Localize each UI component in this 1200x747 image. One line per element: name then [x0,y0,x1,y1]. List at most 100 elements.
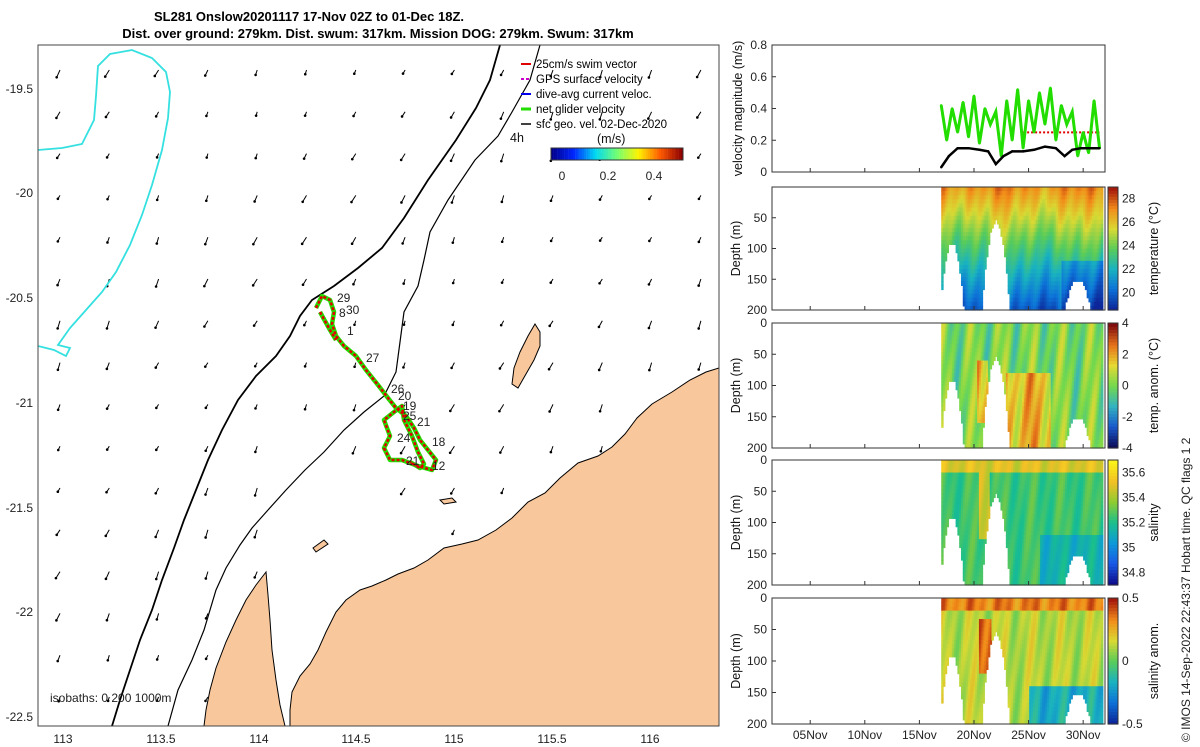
heatmap-cell [1011,439,1014,445]
heatmap-cell [1002,373,1005,378]
colorbar-cell [674,148,677,160]
heatmap-cell [1054,285,1057,291]
heatmap-cell [975,223,978,229]
heatmap-cell [943,228,946,233]
heatmap-cell [984,207,987,213]
heatmap-cell [977,301,980,307]
heatmap-cell [1045,373,1048,378]
map-legend: 25cm/s swim vector GPS surface velocity … [510,59,684,183]
colorbar-cell [643,148,646,160]
heatmap-cell [1079,264,1082,270]
heatmap-cell [1066,232,1070,237]
heatmap-cell [1043,289,1046,295]
heatmap-cell [1086,215,1090,221]
heatmap-cell [1066,364,1070,370]
heatmap-cell [1048,402,1052,407]
heatmap-cell [975,260,978,266]
heatmap-cell [1045,301,1048,307]
heatmap-cell [1031,381,1034,387]
heatmap-cell [964,195,967,200]
heatmap-cell [1023,232,1027,237]
heatmap-cell [1088,360,1091,366]
heatmap-cell [1025,215,1029,221]
velocity-vector-head [56,283,59,287]
heatmap-cell [1061,418,1064,424]
heatmap-cell [1050,273,1054,278]
heatmap-cell [959,191,962,196]
heatmap-cell [1057,264,1061,270]
heatmap-cell [1070,323,1073,328]
heatmap-cell [1045,293,1048,299]
heatmap-cell [1038,228,1041,233]
velocity-vector-head [598,118,602,121]
heatmap-cell [1009,352,1012,357]
heatmap-cell [944,215,948,221]
heatmap-cell [1031,410,1034,416]
heatmap-cell [1038,352,1041,357]
heatmap-cell [1097,240,1100,245]
heatmap-cell [986,244,989,250]
heatmap-cell [955,248,958,254]
heatmap-cell [1023,335,1027,341]
heatmap-cell [1061,360,1064,366]
heatmap-cell [1084,377,1088,382]
data-point [967,135,970,139]
heatmap-cell [1005,228,1009,233]
heatmap-cell [1014,273,1018,278]
heatmap-cell [975,368,978,374]
colorbar-cell [1108,270,1118,274]
velocity-vector-head [205,114,208,118]
heatmap-cell [1047,410,1050,416]
velocity-vector-head [105,490,108,494]
heatmap-cell [980,418,984,424]
heatmap-cell [943,348,946,353]
velocity-vector-head [449,116,453,119]
heatmap-cell [1011,244,1014,250]
colorbar-cell [575,148,578,160]
heatmap-cell [982,187,985,192]
heatmap-cell [1022,236,1025,241]
heatmap-cell [1004,248,1007,254]
heatmap-cell [1023,393,1027,399]
heatmap-cell [1039,431,1043,437]
heatmap-cell [1025,364,1029,370]
heatmap-cell [1025,410,1029,416]
heatmap-cell [1063,236,1066,241]
heatmap-cell [987,191,991,196]
heatmap-cell [1059,285,1063,291]
data-point [1076,154,1079,158]
heatmap-cell [1059,323,1063,328]
heatmap-cell [960,228,964,233]
heatmap-cell [1054,335,1057,341]
heatmap-cell [1050,281,1054,286]
heatmap-cell [1020,352,1023,357]
heatmap-cell [995,211,998,217]
heatmap-cell [1093,187,1097,192]
heatmap-cell [1068,252,1072,258]
heatmap-cell [1101,269,1104,274]
velocity-vector-head [647,283,651,286]
heatmap-cell [1041,219,1045,225]
heatmap-cell [1101,264,1104,270]
heatmap-cell [955,236,958,241]
velocity-vector-head [399,451,403,455]
heatmap-cell [1083,203,1086,209]
heatmap-cell [968,228,971,233]
heatmap-cell [1056,252,1059,258]
heatmap-cell [973,232,976,237]
heatmap-cell [1074,228,1077,233]
heatmap-cell [1070,360,1073,366]
heatmap-cell [977,398,980,403]
heatmap-cell [977,203,980,209]
heatmap-cell [980,260,984,266]
heatmap-cell [1041,418,1045,424]
heatmap-cell [941,199,944,204]
heatmap-cell [957,385,960,391]
heatmap-cell [1004,195,1007,200]
heatmap-cell [989,199,993,204]
heatmap-cell [1054,187,1057,192]
heatmap-cell [987,373,991,378]
heatmap-cell [984,398,987,403]
heatmap-cell [984,364,987,370]
